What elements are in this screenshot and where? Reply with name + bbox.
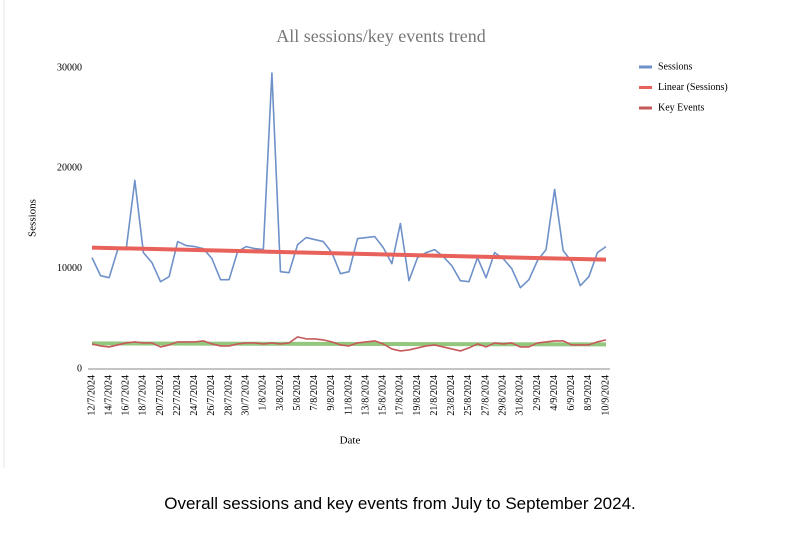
x-tick-label: 16/7/2024 bbox=[121, 375, 132, 416]
x-tick-label: 13/8/2024 bbox=[360, 375, 371, 416]
x-tick-label: 18/7/2024 bbox=[138, 375, 149, 416]
series-line bbox=[91, 336, 607, 352]
y-tick-label: 10000 bbox=[57, 263, 82, 274]
x-tick-label: 7/8/2024 bbox=[309, 375, 320, 411]
x-tick-label: 31/8/2024 bbox=[515, 375, 526, 416]
series-line bbox=[91, 72, 607, 289]
legend-label: Key Events bbox=[658, 102, 704, 113]
x-tick-label: 30/7/2024 bbox=[240, 375, 251, 416]
x-tick-label: 2/9/2024 bbox=[532, 375, 543, 411]
caption: Overall sessions and key events from Jul… bbox=[164, 494, 636, 513]
x-tick-label: 11/8/2024 bbox=[343, 375, 354, 415]
x-tick-label: 14/7/2024 bbox=[103, 375, 114, 416]
y-tick-label: 0 bbox=[77, 363, 82, 374]
y-tick-label: 20000 bbox=[57, 163, 82, 174]
x-tick-label: 8/9/2024 bbox=[583, 375, 594, 411]
x-axis-label: Date bbox=[340, 435, 361, 447]
x-tick-label: 10/9/2024 bbox=[600, 375, 611, 416]
legend-label: Sessions bbox=[658, 61, 693, 72]
x-tick-label: 3/8/2024 bbox=[275, 375, 286, 411]
x-tick-label: 20/7/2024 bbox=[155, 375, 166, 416]
trend-line bbox=[91, 245, 607, 262]
y-tick-label: 30000 bbox=[57, 62, 82, 73]
x-tick-label: 23/8/2024 bbox=[446, 375, 457, 416]
x-tick-label: 4/9/2024 bbox=[549, 375, 560, 411]
x-tick-label: 17/8/2024 bbox=[395, 375, 406, 416]
x-tick-label: 12/7/2024 bbox=[86, 375, 97, 416]
x-tick-label: 29/8/2024 bbox=[497, 375, 508, 416]
x-tick-label: 26/7/2024 bbox=[206, 375, 217, 416]
x-tick-label: 22/7/2024 bbox=[172, 375, 183, 416]
legend-label: Linear (Sessions) bbox=[658, 82, 728, 93]
chart: All sessions/key events trend Date Sessi… bbox=[3, 0, 728, 468]
x-tick-label: 15/8/2024 bbox=[378, 375, 389, 416]
x-tick-label: 27/8/2024 bbox=[480, 375, 491, 416]
x-tick-label: 24/7/2024 bbox=[189, 375, 200, 416]
x-tick-label: 6/9/2024 bbox=[566, 375, 577, 411]
trend-line bbox=[91, 341, 607, 347]
x-tick-label: 1/8/2024 bbox=[258, 375, 269, 411]
x-tick-label: 9/8/2024 bbox=[326, 375, 337, 411]
chart-title: All sessions/key events trend bbox=[276, 26, 485, 46]
x-tick-label: 25/8/2024 bbox=[463, 375, 474, 416]
y-axis-label: Sessions bbox=[27, 199, 39, 237]
x-tick-label: 5/8/2024 bbox=[292, 375, 303, 411]
x-tick-label: 28/7/2024 bbox=[223, 375, 234, 416]
x-tick-label: 21/8/2024 bbox=[429, 375, 440, 416]
x-tick-label: 19/8/2024 bbox=[412, 375, 423, 416]
